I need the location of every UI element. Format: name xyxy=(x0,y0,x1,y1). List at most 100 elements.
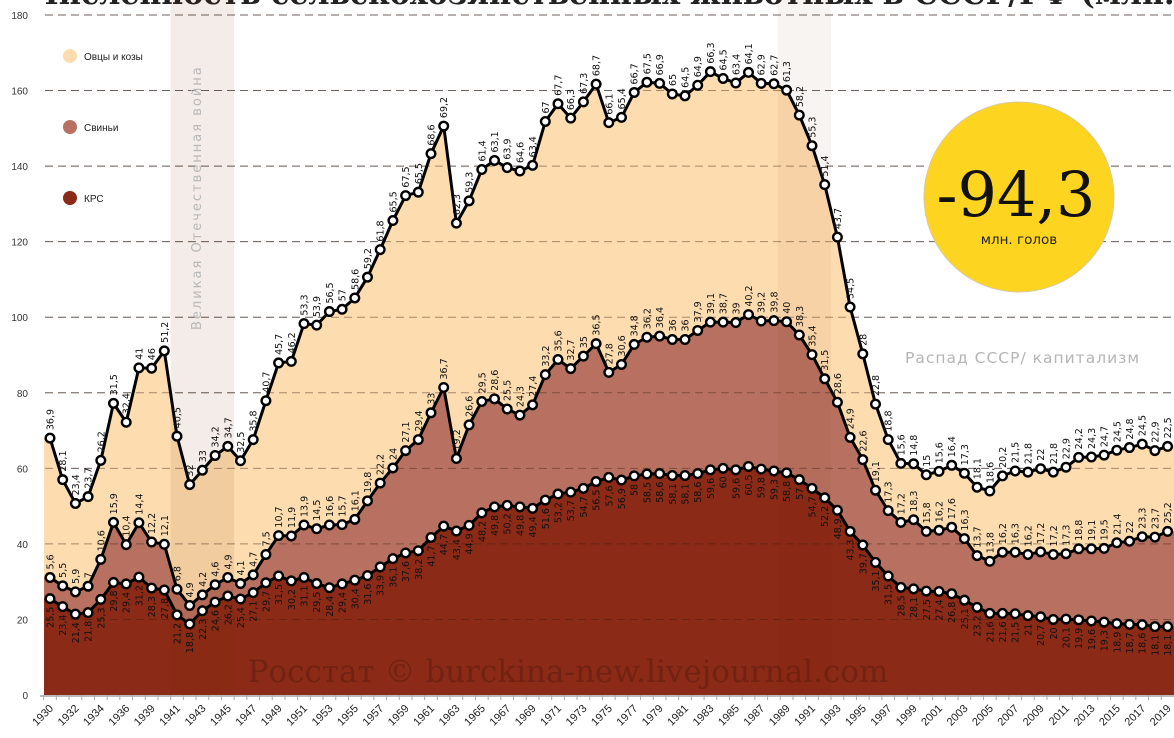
data-label: 17,2 xyxy=(1049,525,1060,546)
data-label: 16,4 xyxy=(947,436,958,457)
data-point xyxy=(336,519,348,531)
data-label: 7,5 xyxy=(261,531,272,546)
data-point xyxy=(628,338,640,350)
data-point xyxy=(501,403,513,415)
data-point xyxy=(234,593,246,605)
data-point xyxy=(222,440,234,452)
data-label: 41 xyxy=(134,348,145,360)
data-point xyxy=(527,502,539,514)
data-label: 15 xyxy=(922,455,933,467)
data-point xyxy=(870,398,882,410)
data-point xyxy=(1111,444,1123,456)
data-label: 25,3 xyxy=(96,607,107,628)
data-point xyxy=(819,492,831,504)
x-tick-label: 1932 xyxy=(56,703,82,729)
data-point xyxy=(44,593,56,605)
x-tick-label: 1965 xyxy=(462,703,488,729)
y-tick-label: 120 xyxy=(11,238,28,249)
data-label: 24,6 xyxy=(211,610,222,631)
legend-label: Свиньи xyxy=(84,123,118,134)
data-point xyxy=(323,582,335,594)
x-tick-label: 1943 xyxy=(183,703,209,729)
data-label: 15,6 xyxy=(935,442,946,463)
data-label: 22,6 xyxy=(858,430,869,451)
data-point xyxy=(1085,615,1097,627)
data-label: 31,6 xyxy=(363,584,374,605)
data-label: 24,9 xyxy=(846,408,857,429)
war-annotation: Великая Отечественная война xyxy=(190,65,205,330)
data-point xyxy=(806,349,818,361)
data-point xyxy=(908,458,920,470)
data-label: 57 xyxy=(338,289,349,301)
data-point xyxy=(1162,621,1174,633)
data-point xyxy=(552,98,564,110)
data-label: 53,7 xyxy=(566,500,577,521)
data-label: 31,5 xyxy=(109,374,120,395)
data-point xyxy=(857,348,869,360)
data-label: 52,2 xyxy=(820,506,831,527)
data-label: 59,6 xyxy=(731,478,742,499)
data-point xyxy=(1009,546,1021,558)
y-tick-label: 140 xyxy=(11,162,28,173)
badge-value: -94,3 xyxy=(937,158,1096,231)
data-label: 58,1 xyxy=(668,484,679,505)
data-point xyxy=(171,430,183,442)
data-label: 46,2 xyxy=(287,332,298,353)
data-point xyxy=(768,78,780,90)
data-label: 16,6 xyxy=(325,496,336,517)
data-label: 21,5 xyxy=(1011,442,1022,463)
data-point xyxy=(666,470,678,482)
data-point xyxy=(400,547,412,559)
data-point xyxy=(107,576,119,588)
data-label: 60,5 xyxy=(744,474,755,495)
data-point xyxy=(489,393,501,405)
data-label: 67,5 xyxy=(642,53,653,74)
x-tick-label: 1945 xyxy=(208,703,234,729)
data-label: 59,2 xyxy=(363,248,374,269)
data-label: 13,8 xyxy=(985,532,996,553)
legend-swatch xyxy=(63,191,77,205)
data-point xyxy=(298,572,310,584)
data-point xyxy=(616,358,628,370)
data-point xyxy=(298,519,310,531)
data-point xyxy=(171,583,183,595)
data-point xyxy=(247,434,259,446)
data-point xyxy=(527,399,539,411)
data-point xyxy=(908,583,920,595)
data-label: 21,4 xyxy=(71,622,82,643)
y-tick-label: 0 xyxy=(22,691,28,702)
data-label: 59,6 xyxy=(706,478,717,499)
data-label: 18,8 xyxy=(1074,520,1085,541)
x-tick-label: 1967 xyxy=(488,703,514,729)
data-label: 28,1 xyxy=(909,597,920,618)
data-point xyxy=(196,605,208,617)
data-label: 39 xyxy=(731,302,742,314)
badge-circle xyxy=(923,101,1115,293)
data-label: 36,2 xyxy=(642,308,653,329)
data-point xyxy=(196,589,208,601)
data-label: 37,9 xyxy=(693,301,704,322)
data-point xyxy=(1060,613,1072,625)
data-label: 57,6 xyxy=(604,485,615,506)
x-tick-label: 1975 xyxy=(589,703,615,729)
x-tick-label: 1951 xyxy=(284,703,310,729)
data-label: 58 xyxy=(630,484,641,496)
data-point xyxy=(882,570,894,582)
data-point xyxy=(1047,466,1059,478)
data-label: 18,9 xyxy=(1112,632,1123,653)
data-point xyxy=(704,464,716,476)
data-point xyxy=(590,476,602,488)
x-tick-label: 1997 xyxy=(869,703,895,729)
data-point xyxy=(1111,537,1123,549)
data-label: 65,4 xyxy=(617,88,628,109)
data-point xyxy=(971,601,983,613)
y-tick-label: 40 xyxy=(17,540,29,551)
data-point xyxy=(971,550,983,562)
data-label: 23,7 xyxy=(84,468,95,489)
data-point xyxy=(184,479,196,491)
data-label: 11,9 xyxy=(287,507,298,528)
data-point xyxy=(958,467,970,479)
data-point xyxy=(247,587,259,599)
x-tick-label: 1999 xyxy=(894,703,920,729)
